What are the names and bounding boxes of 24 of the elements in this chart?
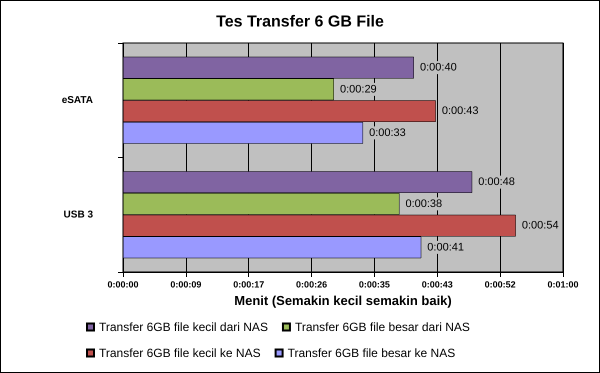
data-label: 0:00:41 xyxy=(427,241,464,254)
x-tick-label: 0:00:17 xyxy=(233,280,264,290)
data-label: 0:00:54 xyxy=(522,220,559,232)
x-tick-label: 0:00:09 xyxy=(170,280,202,290)
legend-label: Transfer 6GB file kecil dari NAS xyxy=(99,320,268,334)
x-tick-label: 0:00:52 xyxy=(484,280,516,290)
data-label: 0:00:29 xyxy=(340,83,377,96)
data-label: 0:00:38 xyxy=(405,198,442,210)
y-tick-label: eSATA xyxy=(62,94,93,106)
data-label: 0:00:40 xyxy=(420,62,457,74)
data-label: 0:00:43 xyxy=(442,105,479,118)
y-tick-label: USB 3 xyxy=(64,209,94,220)
x-tick-label: 0:00:35 xyxy=(358,280,390,290)
legend-label: Transfer 6GB file besar dari NAS xyxy=(294,320,470,334)
x-tick-label: 0:00:43 xyxy=(422,280,453,290)
data-label: 0:00:48 xyxy=(478,176,515,188)
x-tick-label: 0:00:26 xyxy=(296,280,328,290)
chart-title: Tes Transfer 6 GB File xyxy=(216,14,384,30)
legend-label: Transfer 6GB file kecil ke NAS xyxy=(99,346,261,360)
legend-label: Transfer 6GB file besar ke NAS xyxy=(288,346,456,360)
x-tick-label: 0:00:00 xyxy=(107,280,139,290)
x-tick-label: 0:01:00 xyxy=(547,280,579,290)
x-axis-title: Menit (Semakin kecil semakin baik) xyxy=(234,292,452,308)
data-label: 0:00:33 xyxy=(369,126,406,139)
